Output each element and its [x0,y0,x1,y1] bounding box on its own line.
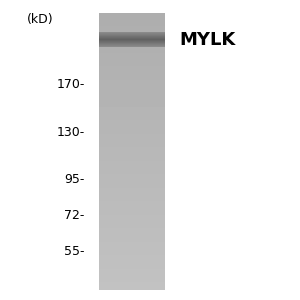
Text: 55-: 55- [64,244,85,258]
Text: 72-: 72- [64,209,85,222]
Text: 130-: 130- [56,126,85,139]
Text: 170-: 170- [56,78,85,91]
Text: MYLK: MYLK [180,31,236,49]
Text: 95-: 95- [64,173,85,186]
Text: (kD): (kD) [27,13,53,26]
